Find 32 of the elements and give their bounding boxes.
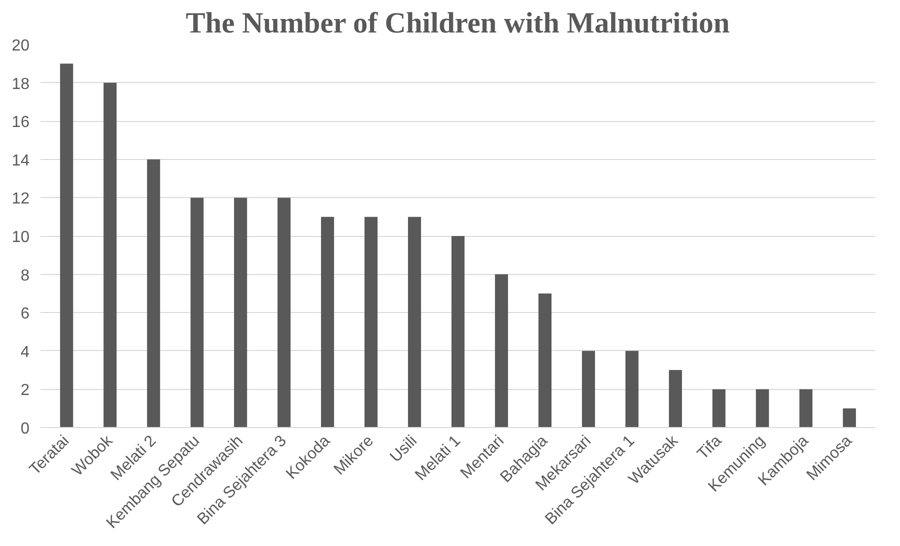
y-tick-label: 18 (12, 76, 30, 93)
bar (582, 350, 595, 428)
y-tick-label: 0 (20, 420, 30, 438)
bar (147, 159, 160, 428)
bar (712, 389, 726, 428)
bar (60, 64, 74, 428)
bar (278, 198, 291, 428)
y-tick-label: 16 (12, 114, 30, 132)
bar (321, 216, 334, 428)
y-tick-label: 6 (20, 306, 30, 323)
bar (842, 408, 856, 428)
x-tick-label: Usili (387, 432, 421, 466)
chart-title: The Number of Children with Malnutrition (186, 8, 730, 40)
bar (234, 198, 248, 428)
bar (799, 389, 812, 428)
bar (364, 216, 378, 428)
y-tick-label: 12 (12, 190, 30, 208)
bar (408, 216, 422, 428)
bar (668, 370, 682, 428)
bar (104, 82, 117, 428)
bar (538, 293, 552, 428)
bar (190, 198, 204, 428)
y-tick-label: 2 (20, 382, 30, 400)
bar (494, 274, 508, 428)
y-tick-label: 14 (12, 152, 30, 170)
y-tick-label: 10 (12, 229, 30, 246)
y-tick-label: 20 (12, 38, 30, 54)
bar (625, 350, 638, 428)
bar (451, 236, 465, 428)
bar (756, 389, 769, 428)
y-tick-label: 4 (20, 344, 30, 361)
y-tick-label: 8 (20, 267, 30, 284)
